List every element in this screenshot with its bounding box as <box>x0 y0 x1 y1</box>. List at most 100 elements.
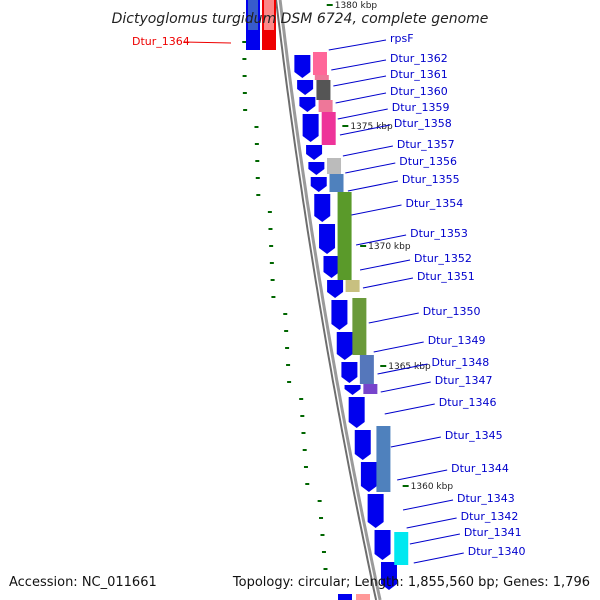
gene-arrow <box>338 594 352 600</box>
kbp-tick-label: 1370 kbp <box>368 242 411 252</box>
label-leader-line <box>351 204 402 216</box>
map-title: Dictyoglomus turgidum DSM 6724, complete… <box>112 11 489 27</box>
gene-arrow <box>374 530 391 560</box>
gene-label: Dtur_1357 <box>397 138 455 151</box>
label-leader-line <box>413 552 464 564</box>
cog-block <box>321 112 336 145</box>
cog-block <box>352 298 367 355</box>
kbp-ticks: 1380 kbp 1375 kbp 1370 kbp 1365 kbp 1360 kbp <box>326 1 454 492</box>
gene-label: Dtur_1359 <box>392 101 450 114</box>
gene-arrow <box>299 97 316 112</box>
gene-arrow <box>323 256 340 278</box>
label-leader-line <box>339 124 391 136</box>
label-leader-line <box>347 180 399 192</box>
label-leader-line <box>333 75 387 87</box>
gene-arrow <box>360 462 377 492</box>
label-leader-line <box>331 59 387 71</box>
label-leader-line <box>342 145 393 157</box>
gene-labels: Dtur_1364 rpsF Dtur_1362 Dtur_1361 Dtur_1360… <box>132 32 526 564</box>
gene-arrow <box>327 280 344 298</box>
cog-block <box>312 52 327 75</box>
gene-arrow <box>380 562 397 590</box>
gene-arrow <box>294 55 311 78</box>
gene-label: Dtur_1356 <box>399 155 457 168</box>
gene-arrow <box>319 224 336 254</box>
cog-block <box>376 426 391 492</box>
backbone-inner-line <box>275 0 378 600</box>
gene-label: rpsF <box>390 32 414 45</box>
gene-label: Dtur_1353 <box>410 227 468 240</box>
gene-arrow <box>348 397 365 428</box>
gene-label: Dtur_1355 <box>402 173 460 186</box>
gene-label: Dtur_1348 <box>432 356 490 369</box>
gene-label: Dtur_1360 <box>390 85 448 98</box>
label-leader-line <box>373 341 424 353</box>
cog-block <box>316 80 331 100</box>
cog-block <box>363 384 378 394</box>
label-leader-line <box>359 259 411 271</box>
gene-arrow <box>308 162 325 175</box>
label-leader-line <box>397 469 448 481</box>
gene-label: Dtur_1361 <box>390 68 448 81</box>
topology-text: Topology: circular; Length: 1,855,560 bp… <box>232 575 590 590</box>
gene-arrow <box>302 114 319 142</box>
kbp-tick-label: 1375 kbp <box>350 122 393 132</box>
label-leader-line <box>377 363 428 375</box>
gene-arrow <box>356 594 370 600</box>
gene-arrow <box>367 494 384 528</box>
gene-arrow <box>354 430 371 460</box>
label-leader-line <box>406 517 457 529</box>
label-leader-line <box>384 403 435 415</box>
gene-arrow <box>310 177 327 192</box>
gene-label: Dtur_1352 <box>414 252 472 265</box>
gene-arrow <box>336 332 353 360</box>
gene-arrow <box>331 300 348 330</box>
gene-label: Dtur_1354 <box>406 197 464 210</box>
label-leader-line <box>380 381 431 393</box>
gene-arrow <box>341 362 358 383</box>
label-leader-line <box>368 312 419 324</box>
gene-arrow <box>344 385 361 395</box>
cog-block <box>327 158 342 174</box>
cog-block <box>394 532 409 565</box>
gene-label: Dtur_1358 <box>394 117 452 130</box>
label-leader-line <box>345 162 396 174</box>
gene-label: Dtur_1349 <box>428 334 486 347</box>
gene-label: Dtur_1342 <box>461 510 519 523</box>
gene-label: Dtur_1351 <box>417 270 475 283</box>
cog-track <box>312 52 409 565</box>
gene-label: Dtur_1340 <box>468 545 526 558</box>
gene-label-highlighted: Dtur_1364 <box>132 35 190 48</box>
gene-arrow <box>297 80 314 95</box>
label-leader-line <box>409 533 460 545</box>
gene-label: Dtur_1343 <box>457 492 515 505</box>
gene-label: Dtur_1341 <box>464 526 522 539</box>
gc-skew-track <box>242 41 328 570</box>
cog-block <box>345 280 360 292</box>
label-leader-line <box>335 92 387 104</box>
cog-block <box>314 75 329 80</box>
kbp-tick-label: 1380 kbp <box>335 1 378 11</box>
cog-block <box>359 355 374 384</box>
gene-label: Dtur_1346 <box>439 396 497 409</box>
backbone-outer-line <box>278 0 382 600</box>
cog-block <box>329 174 344 192</box>
label-leader-line <box>402 499 454 511</box>
gene-label: Dtur_1345 <box>445 429 503 442</box>
gene-arrow <box>314 194 331 222</box>
gene-label: Dtur_1350 <box>423 305 481 318</box>
gene-label: Dtur_1344 <box>451 462 509 475</box>
label-leader-line <box>390 436 441 448</box>
kbp-tick-label: 1360 kbp <box>411 482 454 492</box>
gene-label: Dtur_1362 <box>390 52 448 65</box>
label-leader-line <box>328 39 387 51</box>
gene-tracks <box>246 0 397 600</box>
accession-text: Accession: NC_011661 <box>9 575 157 590</box>
cog-block <box>318 100 333 112</box>
gene-arrow <box>306 145 323 160</box>
label-leader-line <box>362 277 414 289</box>
cog-block <box>337 192 352 280</box>
gene-label: Dtur_1347 <box>435 374 493 387</box>
cog-block <box>264 0 274 30</box>
